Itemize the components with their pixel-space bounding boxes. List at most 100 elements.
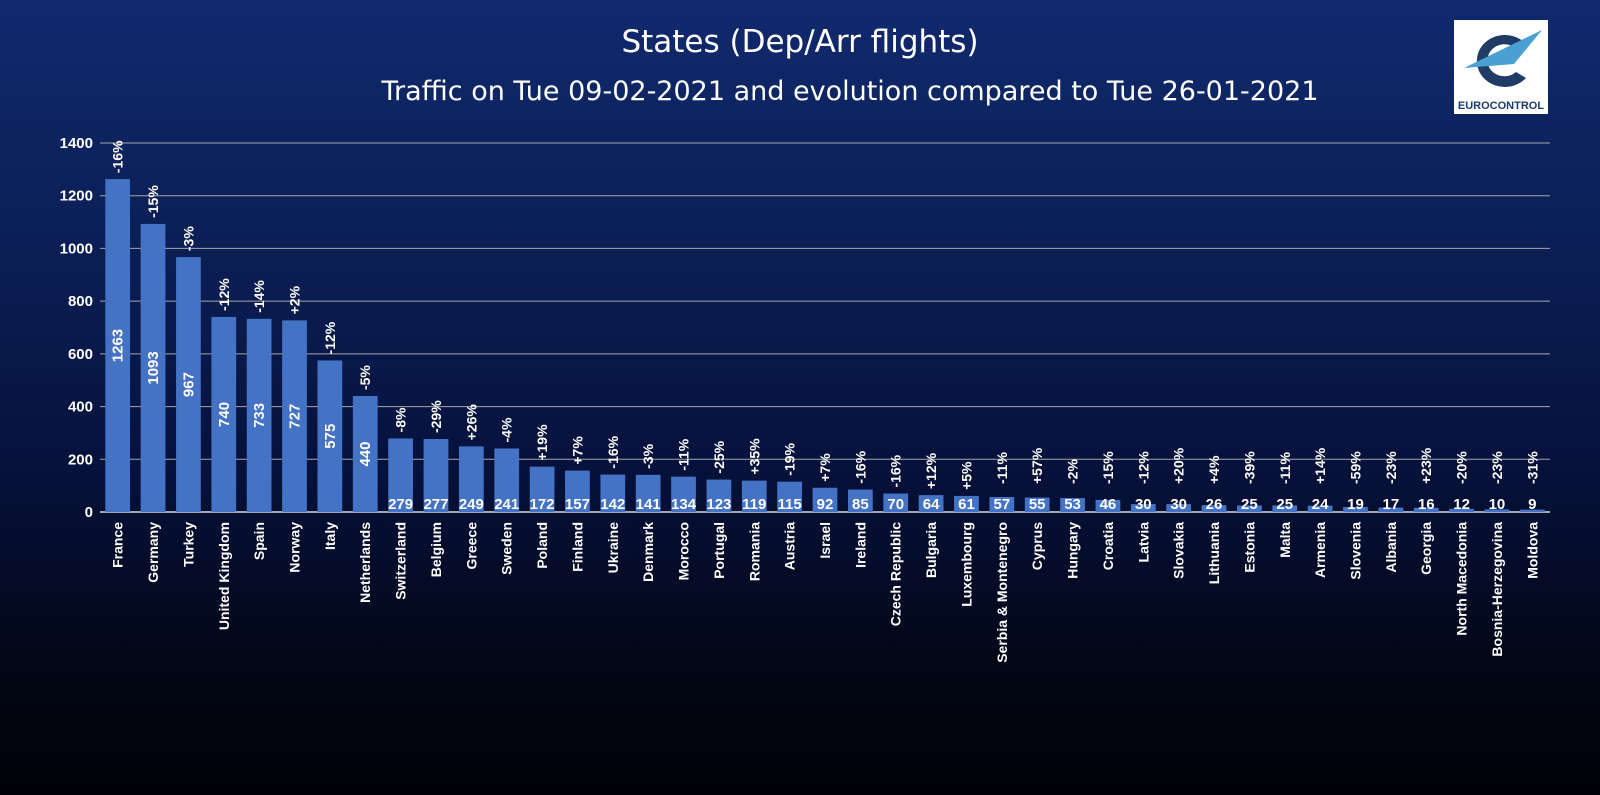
evolution-label: -11%	[994, 452, 1010, 484]
x-tick-label: Sweden	[499, 522, 515, 575]
evolution-label: +7%	[569, 436, 585, 465]
x-tick-label: Turkey	[180, 522, 196, 567]
x-tick-label: Albania	[1383, 522, 1399, 573]
data-label: 10	[1489, 496, 1506, 513]
bar	[600, 474, 626, 512]
data-label: 241	[494, 496, 519, 513]
x-tick-label: Cyprus	[1029, 522, 1045, 570]
data-label: 92	[817, 496, 834, 513]
x-tick-label: Slovenia	[1347, 522, 1363, 580]
data-label: 123	[706, 496, 731, 513]
bar	[1413, 507, 1439, 512]
data-label: 141	[636, 496, 661, 513]
evolution-label: -25%	[711, 440, 727, 473]
evolution-label: +14%	[1312, 447, 1328, 484]
evolution-label: -23%	[1383, 451, 1399, 484]
x-tick-label: Latvia	[1135, 522, 1151, 563]
x-tick-label: Serbia & Montenegro	[994, 522, 1010, 663]
chart-subtitle: Traffic on Tue 09-02-2021 and evolution …	[381, 76, 1319, 107]
evolution-label: -20%	[1454, 451, 1470, 484]
bar	[989, 496, 1015, 512]
logo-emblem-icon	[1464, 30, 1542, 87]
data-label: 172	[530, 496, 555, 513]
evolution-label: -14%	[251, 280, 267, 313]
evolution-label: -12%	[216, 278, 232, 311]
y-tick-label: 0	[85, 504, 93, 521]
data-label: 733	[251, 403, 268, 428]
x-tick-label: Ukraine	[605, 522, 621, 574]
bar	[1449, 508, 1474, 512]
x-tick-label: Ireland	[852, 522, 868, 568]
evolution-label: -15%	[1100, 451, 1116, 484]
data-label: 64	[923, 496, 940, 513]
bar	[1237, 505, 1262, 512]
data-label: 142	[600, 496, 625, 513]
bar	[1307, 505, 1333, 512]
bar	[671, 476, 696, 512]
evolution-label: +4%	[1206, 455, 1222, 484]
data-label: 277	[423, 496, 448, 513]
bar	[918, 495, 944, 512]
bar	[1095, 499, 1121, 512]
evolution-label: -2%	[1065, 459, 1081, 484]
bar	[423, 438, 449, 512]
x-tick-label: Denmark	[640, 522, 656, 582]
data-label: 26	[1206, 496, 1223, 513]
x-tick-label: Greece	[463, 522, 479, 570]
bar	[1201, 505, 1227, 512]
evolution-label: -11%	[1277, 452, 1293, 484]
x-tick-label: Germany	[145, 522, 161, 583]
bar	[1024, 497, 1050, 512]
data-label: 85	[852, 496, 869, 513]
data-label: 55	[1029, 496, 1046, 513]
evolution-label: -3%	[640, 443, 656, 468]
evolution-label: +20%	[1171, 447, 1187, 484]
data-label: 134	[671, 496, 697, 513]
data-label: 61	[958, 496, 975, 513]
bar	[1343, 506, 1368, 512]
data-label: 12	[1453, 496, 1470, 513]
eurocontrol-logo: EUROCONTROL	[1454, 20, 1548, 114]
y-tick-label: 600	[68, 346, 93, 363]
evolution-label: -19%	[782, 442, 798, 475]
bar	[211, 316, 237, 512]
evolution-label: +5%	[958, 461, 974, 490]
x-tick-label: Netherlands	[357, 522, 373, 603]
bar	[847, 489, 873, 512]
bar	[1378, 507, 1404, 512]
bar	[706, 479, 732, 512]
x-tick-label: North Macedonia	[1454, 522, 1470, 636]
evolution-label: -16%	[110, 140, 126, 173]
x-tick-label: Lithuania	[1206, 522, 1222, 584]
chart-title: States (Dep/Arr flights)	[621, 24, 979, 60]
bar	[176, 257, 201, 512]
bar	[494, 448, 520, 512]
data-label: 115	[778, 496, 802, 513]
evolution-label: -11%	[676, 438, 692, 470]
data-label: 70	[887, 496, 904, 513]
data-label: 157	[565, 496, 590, 513]
x-tick-label: Czech Republic	[888, 522, 904, 626]
y-tick-label: 1000	[60, 240, 93, 257]
bar	[140, 223, 166, 512]
data-label: 19	[1347, 496, 1364, 513]
data-label: 575	[322, 424, 339, 449]
bar	[954, 495, 979, 512]
y-tick-label: 200	[68, 451, 93, 468]
data-label: 17	[1383, 496, 1400, 513]
evolution-label: +35%	[746, 438, 762, 475]
evolution-label: -4%	[499, 417, 515, 442]
bar	[388, 438, 413, 512]
x-tick-label: Bosnia-Herzegovina	[1489, 522, 1505, 657]
evolution-label: -5%	[357, 365, 373, 390]
x-tick-label: Finland	[569, 522, 585, 572]
bar	[529, 466, 555, 512]
evolution-label: +57%	[1029, 447, 1045, 484]
evolution-label: -16%	[605, 435, 621, 468]
data-label: 25	[1241, 496, 1258, 513]
x-tick-label: Georgia	[1418, 522, 1434, 575]
evolution-label: -39%	[1241, 451, 1257, 484]
x-tick-label: Malta	[1277, 522, 1293, 558]
data-label: 57	[993, 496, 1010, 513]
